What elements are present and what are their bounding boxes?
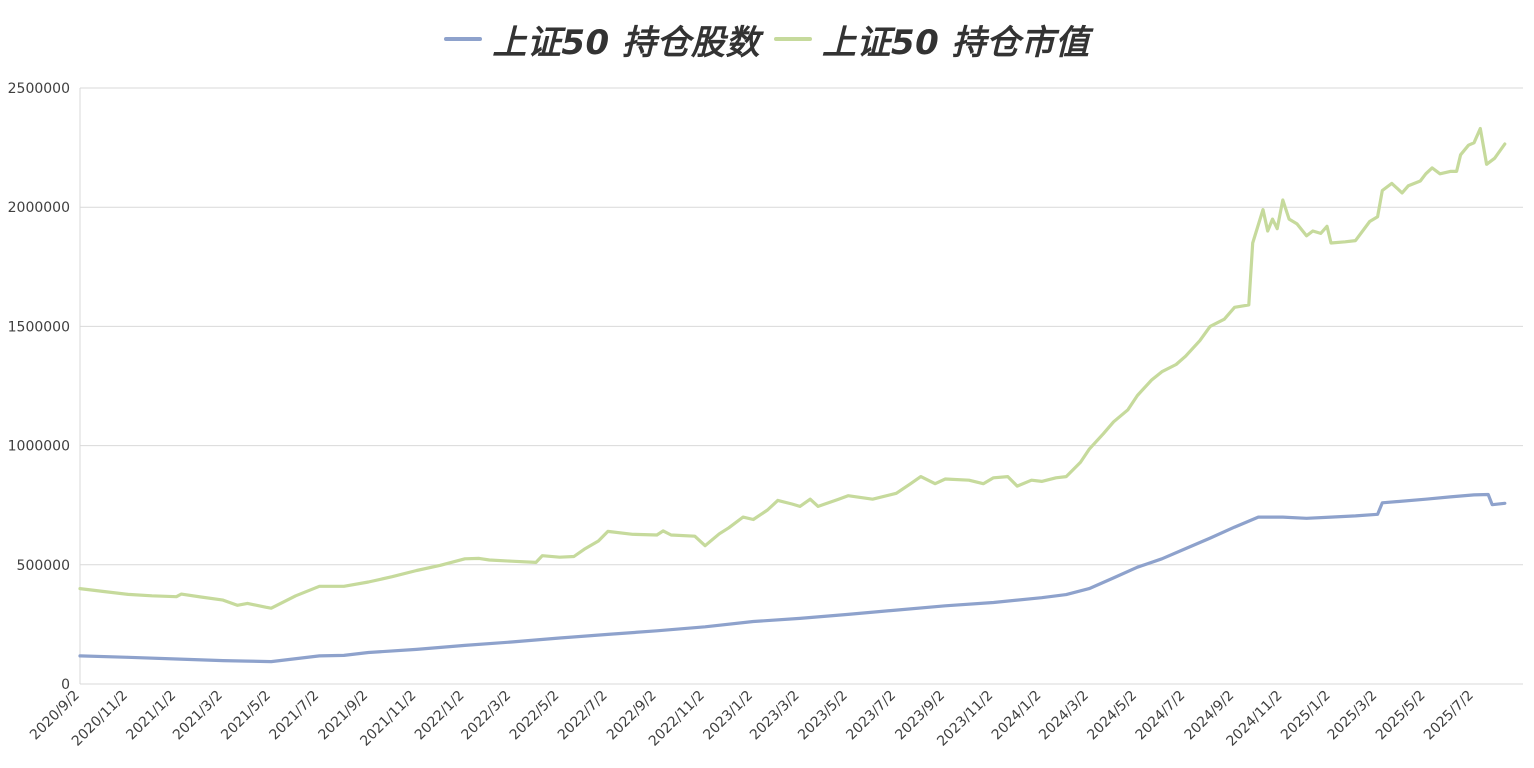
x-tick-label: 2024/1/2 [989, 688, 1045, 744]
x-tick-label: 2025/3/2 [1325, 688, 1381, 744]
y-tick-label: 0 [61, 677, 70, 693]
axes [79, 88, 1523, 685]
y-axis-ticks: 0 500000 1000000 1500000 2000000 2500000 [8, 81, 70, 693]
series-line-value[interactable] [78, 126, 1507, 610]
x-tick-label: 2024/5/2 [1084, 688, 1140, 744]
y-tick-label: 500000 [17, 558, 70, 574]
x-tick-label: 2023/1/2 [700, 688, 756, 744]
x-tick-label: 2025/5/2 [1373, 688, 1429, 744]
x-axis-ticks: 2020/9/22020/11/22021/1/22021/3/22021/5/… [27, 688, 1477, 750]
legend-swatch-shares [444, 37, 483, 41]
x-tick-label: 2022/7/2 [555, 688, 611, 744]
x-tick-label: 2021/1/2 [123, 688, 179, 744]
gridlines [80, 87, 1523, 566]
x-tick-label: 2023/5/2 [795, 688, 851, 744]
x-tick-label: 2021/5/2 [218, 688, 274, 744]
x-tick-label: 2023/3/2 [747, 688, 803, 744]
y-tick-label: 2000000 [8, 200, 70, 216]
x-tick-label: 2023/7/2 [843, 688, 899, 744]
x-tick-label: 2022/3/2 [459, 688, 515, 744]
y-tick-label: 2500000 [8, 81, 70, 97]
y-tick-label: 1500000 [8, 319, 70, 335]
x-tick-label: 2021/3/2 [170, 688, 226, 744]
legend-label-shares: 上证50 持仓股数 [492, 22, 760, 63]
x-tick-label: 2024/7/2 [1133, 688, 1189, 744]
chart-legend: 上证50 持仓股数 上证50 持仓市值 [0, 14, 1534, 64]
x-tick-label: 2025/1/2 [1278, 688, 1334, 744]
y-tick-label: 1000000 [8, 439, 70, 455]
x-tick-label: 2022/1/2 [412, 688, 468, 744]
x-tick-label: 2022/5/2 [507, 688, 563, 744]
x-tick-label: 2025/7/2 [1421, 688, 1477, 744]
x-tick-label: 2021/7/2 [266, 688, 322, 744]
series-lines [78, 126, 1507, 664]
legend-swatch-value [774, 37, 812, 41]
x-tick-label: 2024/3/2 [1036, 688, 1092, 744]
legend-item-value[interactable]: 上证50 持仓市值 [774, 15, 1090, 64]
legend-label-value: 上证50 持仓市值 [822, 22, 1090, 63]
legend-item-shares[interactable]: 上证50 持仓股数 [444, 15, 760, 64]
series-line-shares[interactable] [78, 492, 1507, 664]
